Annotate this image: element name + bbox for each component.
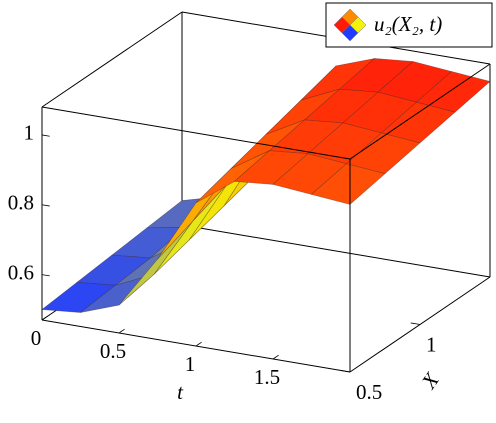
- y-axis-label: X: [416, 368, 444, 394]
- legend-label: u₂(X₂, t): [374, 12, 442, 36]
- z-tick-label: 0.6: [8, 260, 34, 284]
- x-axis-label: t: [177, 380, 184, 404]
- x-tick-label: 1.5: [254, 365, 280, 389]
- box-edge: [41, 106, 351, 160]
- box-front: 0 0.5 1 1.5 0.5 1 0.6 0.8 1: [8, 63, 491, 404]
- legend: u₂(X₂, t): [325, 2, 493, 48]
- z-tick: [41, 274, 50, 277]
- y-tick-label: 1: [426, 332, 437, 356]
- z-tick: [41, 204, 50, 207]
- x-tick: [41, 315, 48, 321]
- z-tick-label: 0.8: [8, 191, 34, 215]
- legend-swatch: [341, 24, 359, 42]
- x-tick-label: 0.5: [100, 339, 126, 363]
- z-tick: [41, 134, 50, 137]
- x-tick: [195, 341, 202, 347]
- x-tick-label: 1: [185, 352, 196, 376]
- surface-patch: [310, 163, 386, 205]
- y-tick: [410, 322, 421, 325]
- surface: [41, 57, 491, 313]
- z-tick-label: 1: [24, 121, 35, 145]
- legend-box: [325, 2, 493, 48]
- x-tick-label: 0: [31, 326, 42, 350]
- box-edge: [349, 63, 491, 160]
- y-tick-label: 0.5: [356, 380, 382, 404]
- box-edge: [41, 11, 183, 108]
- box-edge: [181, 224, 491, 278]
- x-tick: [118, 328, 125, 334]
- x-tick: [272, 354, 279, 360]
- y-tick: [340, 370, 351, 373]
